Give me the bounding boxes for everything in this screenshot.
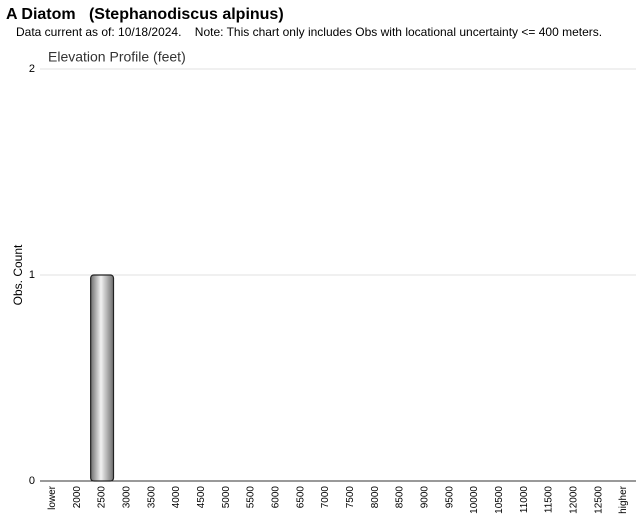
x-tick-label: 6000 (271, 486, 282, 509)
x-tick-label: 9500 (444, 486, 455, 509)
x-tick-label: 7000 (320, 486, 331, 509)
x-tick-label: 10000 (469, 486, 480, 514)
x-tick-label: 11000 (519, 486, 530, 514)
x-tick-label: 11500 (544, 486, 555, 514)
x-tick-label: 3000 (122, 486, 133, 509)
x-tick-label: lower (47, 485, 58, 510)
chart-title: Elevation Profile (feet) (48, 49, 186, 65)
x-tick-label: 8500 (395, 486, 406, 509)
x-tick-label: higher (618, 485, 629, 513)
y-axis-label: Obs. Count (11, 244, 25, 305)
page-title: A Diatom (Stephanodiscus alpinus) (6, 6, 284, 23)
x-tick-label: 5000 (221, 486, 232, 509)
x-tick-label: 2000 (72, 486, 83, 509)
x-tick-label: 10500 (494, 486, 505, 514)
subtitle: Data current as of: 10/18/2024. Note: Th… (16, 25, 602, 39)
x-tick-label: 9000 (420, 486, 431, 509)
x-tick-label: 12000 (569, 486, 580, 514)
y-tick-label: 1 (29, 269, 35, 281)
x-tick-label: 3500 (146, 486, 157, 509)
bar (90, 274, 115, 482)
x-tick-label: 5500 (246, 486, 257, 509)
y-tick-label: 0 (29, 475, 35, 487)
x-tick-label: 4500 (196, 486, 207, 509)
x-tick-label: 4000 (171, 486, 182, 509)
x-tick-label: 7500 (345, 486, 356, 509)
x-tick-label: 8000 (370, 486, 381, 509)
y-tick-label: 2 (29, 63, 35, 75)
x-tick-label: 2500 (97, 486, 108, 509)
x-tick-label: 12500 (593, 486, 604, 514)
x-tick-label: 6500 (295, 486, 306, 509)
